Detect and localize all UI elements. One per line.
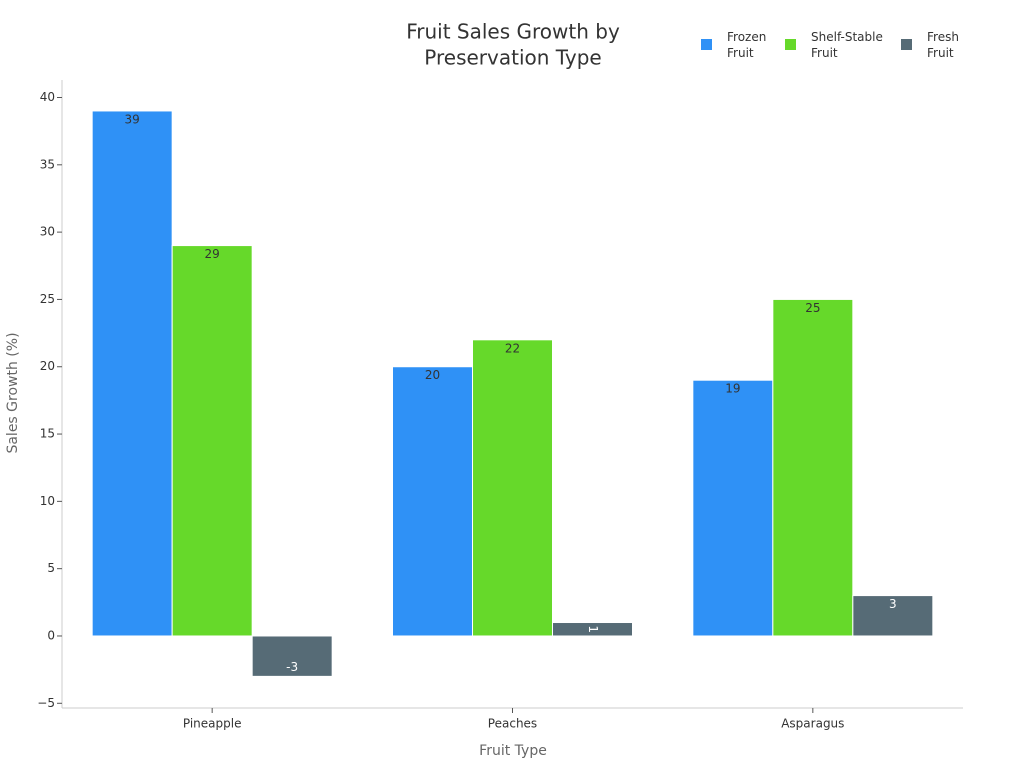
bar bbox=[171, 245, 253, 637]
bar bbox=[91, 110, 173, 637]
value-label: 1 bbox=[586, 625, 600, 633]
legend-label: Shelf-Stable Fruit bbox=[811, 30, 883, 60]
y-tick-label: 40 bbox=[40, 90, 55, 104]
bar bbox=[772, 298, 854, 637]
y-tick-label: −5 bbox=[37, 696, 55, 710]
legend-swatch bbox=[901, 39, 912, 50]
value-label: 3 bbox=[889, 597, 897, 611]
value-label: 25 bbox=[805, 301, 820, 315]
legend-swatch bbox=[785, 39, 796, 50]
y-tick-label: 5 bbox=[47, 561, 55, 575]
value-label: 19 bbox=[725, 382, 740, 396]
y-tick-label: 35 bbox=[40, 157, 55, 171]
y-tick-label: 10 bbox=[40, 494, 55, 508]
y-tick-label: 0 bbox=[47, 628, 55, 642]
value-label: -3 bbox=[286, 660, 298, 674]
y-tick-label: 15 bbox=[40, 427, 55, 441]
bar bbox=[552, 622, 633, 637]
bar bbox=[392, 366, 473, 637]
chart-title: Fruit Sales Growth by bbox=[406, 20, 620, 44]
y-axis-label: Sales Growth (%) bbox=[5, 332, 21, 453]
x-tick-label: Peaches bbox=[488, 717, 537, 731]
bar bbox=[472, 339, 553, 637]
bar bbox=[852, 595, 934, 637]
x-tick-label: Pineapple bbox=[183, 717, 242, 731]
y-tick-label: 30 bbox=[40, 225, 55, 239]
legend-label: Fresh Fruit bbox=[927, 30, 959, 60]
bar bbox=[692, 379, 774, 637]
legend-swatch bbox=[701, 39, 712, 50]
bar bbox=[251, 635, 333, 677]
legend-label: Frozen Fruit bbox=[727, 30, 767, 60]
value-label: 20 bbox=[425, 368, 440, 382]
chart-title: Preservation Type bbox=[424, 46, 601, 70]
value-label: 29 bbox=[205, 247, 220, 261]
value-label: 39 bbox=[125, 112, 140, 126]
y-tick-label: 20 bbox=[40, 359, 55, 373]
x-tick-label: Asparagus bbox=[781, 717, 844, 731]
x-axis-label: Fruit Type bbox=[479, 743, 547, 759]
y-tick-label: 25 bbox=[40, 292, 55, 306]
value-label: 22 bbox=[505, 341, 520, 355]
